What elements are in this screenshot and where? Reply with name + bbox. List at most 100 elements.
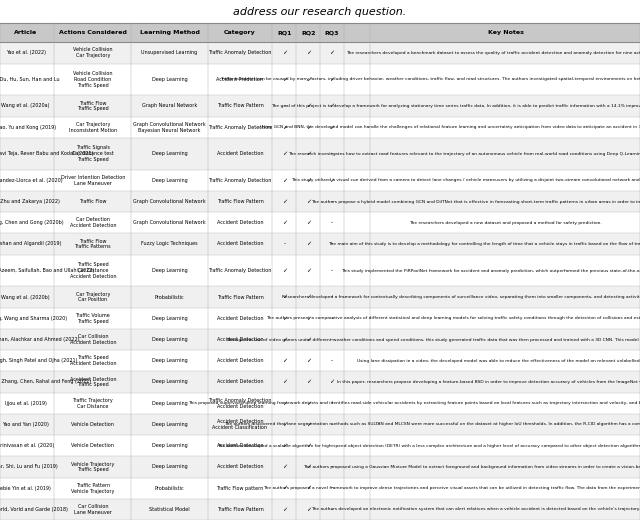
Text: The researchers developed a benchmark dataset to assess the quality of traffic a: The researchers developed a benchmark da… bbox=[346, 51, 640, 55]
Text: ✓: ✓ bbox=[306, 401, 311, 406]
Text: This study implemented the PiRPoolNet framework for accident and anomaly predict: This study implemented the PiRPoolNet fr… bbox=[342, 268, 640, 272]
Text: Deep Learning: Deep Learning bbox=[152, 443, 188, 448]
Text: ✓: ✓ bbox=[282, 50, 287, 56]
Text: Bao, Yu and Kong (2019): Bao, Yu and Kong (2019) bbox=[0, 125, 56, 129]
Text: ✓: ✓ bbox=[306, 199, 311, 204]
Text: Deep Learning: Deep Learning bbox=[152, 337, 188, 342]
Text: Traffic Pattern
Vehicle Trajectory: Traffic Pattern Vehicle Trajectory bbox=[71, 483, 115, 493]
Text: ✓: ✓ bbox=[306, 220, 311, 225]
Text: Vehicle Detection: Vehicle Detection bbox=[72, 422, 114, 427]
FancyBboxPatch shape bbox=[0, 371, 640, 393]
Text: RQ2: RQ2 bbox=[301, 30, 316, 35]
Text: ✓: ✓ bbox=[306, 241, 311, 246]
Text: This study utilized a visual cue derived from a camera to detect lane changes / : This study utilized a visual cue derived… bbox=[291, 178, 640, 183]
Text: Traffic Trajectory
Car Distance: Traffic Trajectory Car Distance bbox=[72, 398, 113, 409]
Text: ✓: ✓ bbox=[282, 125, 287, 129]
Text: Traffic Flow pattern: Traffic Flow pattern bbox=[216, 486, 264, 491]
Text: ✓: ✓ bbox=[329, 77, 334, 82]
Text: The main aim of this study is to develop a methodology for controlling the lengt: The main aim of this study is to develop… bbox=[328, 242, 640, 246]
Text: ✓: ✓ bbox=[282, 507, 287, 512]
Text: Car Collision
Accident Detection: Car Collision Accident Detection bbox=[70, 334, 116, 345]
Text: Car Detection
Accident Detection: Car Detection Accident Detection bbox=[70, 217, 116, 228]
FancyBboxPatch shape bbox=[0, 95, 640, 116]
Text: -: - bbox=[330, 507, 333, 512]
Text: Accident Detection: Accident Detection bbox=[217, 151, 263, 156]
Text: Deep Learning: Deep Learning bbox=[152, 316, 188, 321]
FancyBboxPatch shape bbox=[0, 350, 640, 371]
Text: Yu, Du, Hu, Sun, Han and Lu: Yu, Du, Hu, Sun, Han and Lu bbox=[0, 77, 60, 82]
FancyBboxPatch shape bbox=[0, 63, 640, 95]
Text: ✓: ✓ bbox=[306, 294, 311, 300]
Text: Deep Learning: Deep Learning bbox=[152, 268, 188, 273]
Text: Traffic Flow Pattern: Traffic Flow Pattern bbox=[216, 294, 264, 300]
Text: Deep Learning: Deep Learning bbox=[152, 358, 188, 363]
Text: Gupta, Singh, Singh Patel and Ojha (2021): Gupta, Singh, Singh Patel and Ojha (2021… bbox=[0, 358, 77, 363]
Text: Accident Detection: Accident Detection bbox=[217, 443, 263, 448]
Text: Traffic Flow Pattern: Traffic Flow Pattern bbox=[216, 103, 264, 109]
Text: ✓: ✓ bbox=[306, 125, 311, 129]
Text: Traffic Volume
Traffic Speed: Traffic Volume Traffic Speed bbox=[76, 313, 110, 323]
Text: Deep Learning: Deep Learning bbox=[152, 464, 188, 470]
Text: Car Collision
Lane Maneuver: Car Collision Lane Maneuver bbox=[74, 504, 112, 515]
Text: -: - bbox=[330, 199, 333, 204]
Text: Accident Detection: Accident Detection bbox=[217, 358, 263, 363]
Text: Traffic Anomaly Detection
Accident Detection: Traffic Anomaly Detection Accident Detec… bbox=[208, 398, 272, 409]
Text: Driver Intention Detection
Lane Maneuver: Driver Intention Detection Lane Maneuver bbox=[61, 175, 125, 186]
Text: -: - bbox=[284, 241, 286, 246]
Text: ✓: ✓ bbox=[306, 50, 311, 56]
Text: Deep Learning: Deep Learning bbox=[152, 77, 188, 82]
FancyBboxPatch shape bbox=[0, 308, 640, 329]
Text: -: - bbox=[330, 294, 333, 300]
Text: Fuzzy Logic Techniques: Fuzzy Logic Techniques bbox=[141, 241, 198, 246]
Text: ✓: ✓ bbox=[282, 77, 287, 82]
FancyBboxPatch shape bbox=[0, 435, 640, 457]
Text: Traffic Signals
Car distance test
Traffic Speed: Traffic Signals Car distance test Traffi… bbox=[72, 146, 114, 162]
FancyBboxPatch shape bbox=[0, 23, 640, 42]
Text: Har, Shi, Lu and Fu (2019): Har, Shi, Lu and Fu (2019) bbox=[0, 464, 58, 470]
Text: RQ3: RQ3 bbox=[324, 30, 339, 35]
Text: Car Trajectory
Inconsistent Motion: Car Trajectory Inconsistent Motion bbox=[68, 122, 117, 133]
Text: Accident Detection: Accident Detection bbox=[217, 220, 263, 225]
Text: Accident Detection: Accident Detection bbox=[217, 380, 263, 384]
Text: -: - bbox=[330, 337, 333, 342]
Text: -: - bbox=[330, 316, 333, 321]
Text: Deep Learning: Deep Learning bbox=[152, 151, 188, 156]
FancyBboxPatch shape bbox=[0, 414, 640, 435]
Text: Graph Neural Network: Graph Neural Network bbox=[142, 103, 197, 109]
Text: The authors discovered that lane segmentation methods such as SULTAN and MLCSN w: The authors discovered that lane segment… bbox=[223, 422, 640, 426]
Text: address our research question.: address our research question. bbox=[234, 7, 406, 17]
Text: Traffic Anomaly Detection: Traffic Anomaly Detection bbox=[208, 50, 272, 56]
Text: Deep Learning: Deep Learning bbox=[152, 178, 188, 183]
Text: Probabilistic: Probabilistic bbox=[155, 294, 184, 300]
Text: The authors developed an electronic notification system that can alert relatives: The authors developed an electronic noti… bbox=[311, 508, 640, 511]
Text: The authors proposed a novel framework to improve dense trajectories and perceiv: The authors proposed a novel framework t… bbox=[263, 486, 640, 490]
Text: ✓: ✓ bbox=[306, 443, 311, 448]
Text: Vehicle Collision
Car Trajectory: Vehicle Collision Car Trajectory bbox=[73, 47, 113, 58]
Text: ✓: ✓ bbox=[282, 358, 287, 363]
Text: Actions Considered: Actions Considered bbox=[59, 30, 127, 35]
Text: ✓: ✓ bbox=[306, 316, 311, 321]
Text: Traffic Speed
Car Distance
Accident Detection: Traffic Speed Car Distance Accident Dete… bbox=[70, 262, 116, 279]
Text: ✓: ✓ bbox=[329, 125, 334, 129]
FancyBboxPatch shape bbox=[0, 212, 640, 233]
Text: ✓: ✓ bbox=[282, 380, 287, 384]
FancyBboxPatch shape bbox=[0, 138, 640, 170]
Text: Through the use of video games under different weather conditions and speed cond: Through the use of video games under dif… bbox=[226, 337, 640, 342]
Text: The authors present a comparative analysis of different statistical and deep lea: The authors present a comparative analys… bbox=[266, 316, 640, 320]
Text: The research investigates how to extract road features relevant to the trajector: The research investigates how to extract… bbox=[288, 152, 640, 156]
FancyBboxPatch shape bbox=[0, 233, 640, 255]
Text: ✓: ✓ bbox=[306, 151, 311, 156]
Text: Vehicle Trajectory
Traffic Speed: Vehicle Trajectory Traffic Speed bbox=[71, 462, 115, 472]
Text: Borrikos, Khan, Alachkar and Ahmed (2022): Borrikos, Khan, Alachkar and Ahmed (2022… bbox=[0, 337, 79, 342]
Text: ✓: ✓ bbox=[306, 178, 311, 183]
Text: Category: Category bbox=[224, 30, 256, 35]
FancyBboxPatch shape bbox=[0, 170, 640, 191]
Text: -: - bbox=[330, 486, 333, 491]
Text: Accident Prediction: Accident Prediction bbox=[216, 77, 264, 82]
Text: ✓: ✓ bbox=[282, 401, 287, 406]
Text: Yang, Song, Sun, Zhang, Chen, Rahal and Feng (2021): Yang, Song, Sun, Zhang, Chen, Rahal and … bbox=[0, 380, 92, 384]
Text: Key Notes: Key Notes bbox=[488, 30, 524, 35]
FancyBboxPatch shape bbox=[0, 255, 640, 287]
Text: The researchers developed a new dataset and proposed a method for safety predict: The researchers developed a new dataset … bbox=[409, 221, 602, 225]
Text: -: - bbox=[330, 358, 333, 363]
